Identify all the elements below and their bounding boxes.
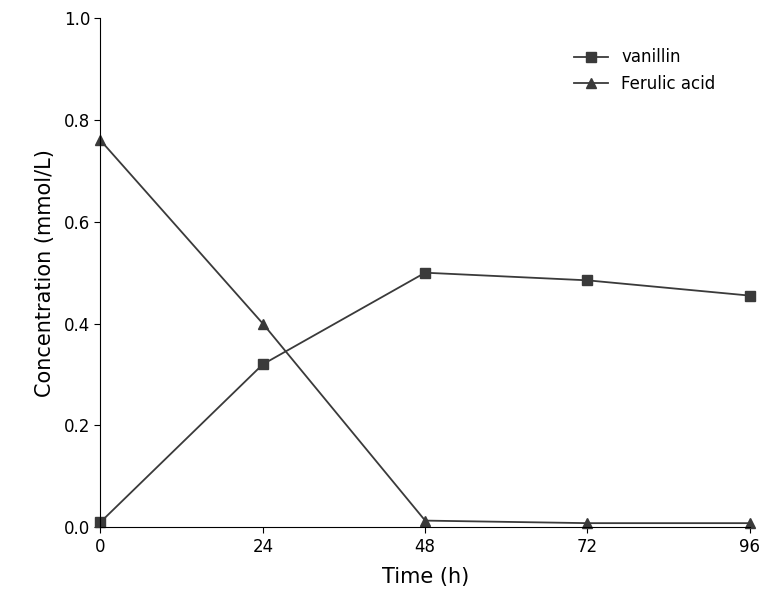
vanillin [96, 519, 105, 526]
vanillin [745, 292, 754, 299]
Ferulic acid [96, 137, 105, 144]
Line: vanillin: vanillin [96, 268, 754, 527]
vanillin [421, 269, 430, 276]
Legend: vanillin, Ferulic acid: vanillin, Ferulic acid [567, 42, 722, 99]
Ferulic acid [258, 320, 267, 327]
Ferulic acid [421, 517, 430, 524]
X-axis label: Time (h): Time (h) [382, 567, 468, 587]
vanillin [258, 361, 267, 368]
Y-axis label: Concentration (mmol/L): Concentration (mmol/L) [36, 148, 56, 397]
vanillin [583, 277, 592, 284]
Ferulic acid [583, 519, 592, 527]
Line: Ferulic acid: Ferulic acid [96, 136, 754, 528]
Ferulic acid [745, 519, 754, 527]
